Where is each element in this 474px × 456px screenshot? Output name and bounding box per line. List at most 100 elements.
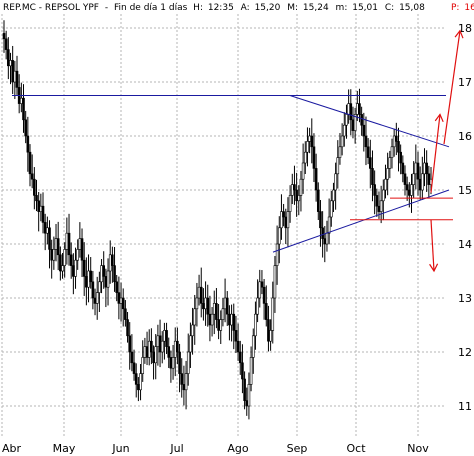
- candle-body: [347, 103, 350, 115]
- candle-body: [167, 346, 171, 358]
- candle-body: [386, 168, 389, 180]
- candle-body: [423, 162, 426, 175]
- candle-body: [30, 173, 34, 180]
- candle-body: [39, 205, 43, 212]
- candle-body: [147, 340, 151, 358]
- candle-body: [295, 189, 298, 202]
- candle-body: [50, 249, 53, 261]
- candle-body: [215, 303, 218, 320]
- x-tick-label: Abr: [2, 442, 22, 455]
- candle-body: [247, 384, 251, 407]
- candle-body: [290, 184, 294, 196]
- candle-body: [132, 362, 136, 374]
- candle-body: [316, 189, 320, 212]
- candle-body: [230, 313, 233, 326]
- candle-body: [87, 270, 90, 288]
- candle-body: [303, 151, 307, 164]
- candle-body: [98, 281, 101, 293]
- candle-body: [338, 146, 342, 158]
- candle-body: [48, 227, 51, 250]
- short-up-arrow-shaft: [430, 114, 441, 193]
- candle-body: [152, 351, 155, 364]
- ascending-trendline: [272, 189, 450, 253]
- candle-body: [115, 281, 119, 293]
- candle-body: [390, 146, 394, 158]
- candle-body: [52, 249, 56, 261]
- y-tick-label: 11: [458, 400, 472, 413]
- candle-body: [11, 60, 14, 83]
- candle-body: [54, 238, 58, 250]
- candle-body: [412, 173, 415, 185]
- candle-body: [397, 141, 400, 153]
- candle-body: [210, 313, 214, 326]
- header-high-value: 12:35: [208, 3, 234, 13]
- candle-body: [4, 38, 8, 50]
- candle-body: [221, 308, 225, 320]
- x-tick-label: May: [53, 442, 76, 455]
- candle-body: [308, 135, 311, 142]
- candle-body: [410, 184, 413, 196]
- candle-body: [225, 297, 229, 315]
- candle-body: [241, 362, 244, 380]
- short-up-arrow-head: [434, 113, 444, 123]
- candle-body: [119, 297, 123, 304]
- x-tick-label: Jun: [111, 442, 129, 455]
- candle-body: [202, 303, 205, 310]
- candle-body: [405, 184, 409, 191]
- candle-body: [13, 70, 17, 83]
- candle-body: [306, 141, 309, 153]
- candle-body: [275, 243, 279, 266]
- candle-body: [421, 173, 424, 191]
- candle-body: [373, 184, 376, 196]
- candle-body: [280, 211, 283, 229]
- candle-body: [143, 346, 147, 358]
- candle-body: [282, 211, 285, 218]
- header-max-label: M:: [287, 3, 298, 13]
- candle-body: [195, 297, 199, 310]
- candle-body: [232, 313, 236, 331]
- candle-body: [377, 205, 381, 212]
- candle-body: [150, 340, 153, 353]
- y-tick-label: 12: [458, 346, 472, 359]
- candle-body: [59, 254, 62, 272]
- candle-body: [388, 157, 392, 169]
- candle-body: [80, 238, 84, 261]
- x-tick-label: Sep: [287, 442, 308, 455]
- candle-body: [208, 313, 212, 326]
- candle-body: [145, 346, 149, 358]
- candle-body: [245, 400, 249, 407]
- candle-body: [102, 265, 106, 277]
- candle-body: [260, 281, 264, 288]
- candle-body: [106, 270, 110, 288]
- candle-body: [325, 232, 329, 245]
- candle-body: [33, 178, 36, 196]
- candle-body: [301, 162, 305, 180]
- candle-body: [43, 222, 47, 234]
- candle-body: [91, 281, 95, 299]
- candle-body: [117, 292, 121, 304]
- candle-body: [371, 168, 374, 185]
- candle-body: [193, 308, 197, 326]
- y-tick-label: 13: [458, 292, 472, 305]
- candle-body: [184, 373, 188, 391]
- candle-body: [403, 173, 407, 185]
- candle-body: [408, 189, 411, 196]
- candle-body: [319, 211, 322, 229]
- header-symbol: REP.MC - REPSOL YPF: [3, 3, 99, 13]
- header-close-value: 15,08: [399, 3, 425, 13]
- candle-body: [156, 335, 160, 347]
- candle-body: [141, 357, 145, 374]
- candle-body: [186, 351, 190, 374]
- candle-body: [20, 97, 23, 104]
- candle-body: [206, 297, 210, 315]
- candle-body: [267, 319, 270, 342]
- candle-body: [171, 357, 175, 369]
- target-up-arrow-head: [454, 29, 464, 39]
- candle-body: [345, 114, 348, 126]
- candle-body: [284, 216, 288, 229]
- candle-body: [165, 330, 168, 347]
- candle-body: [251, 335, 255, 358]
- candle-body: [113, 265, 116, 283]
- candle-body: [323, 238, 327, 245]
